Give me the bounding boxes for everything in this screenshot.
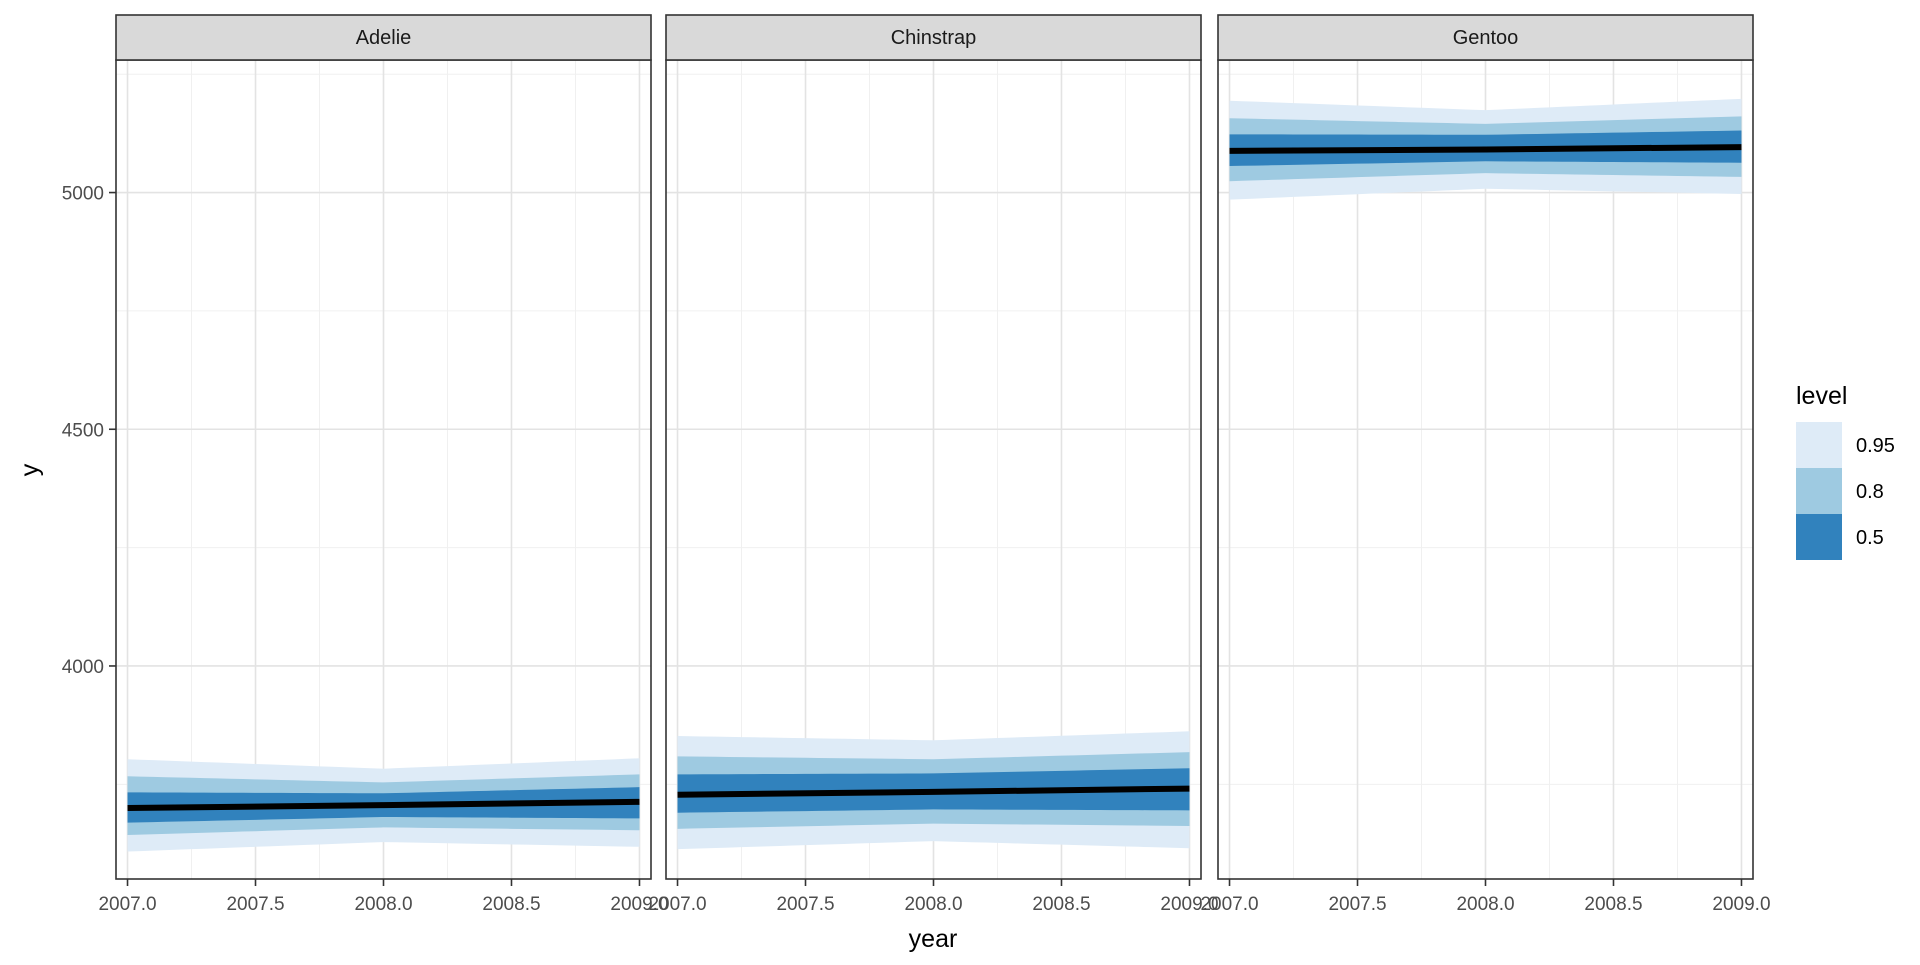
- x-tick-label: 2008.5: [1032, 894, 1090, 915]
- legend: level 0.95 0.8 0.5: [1796, 382, 1895, 560]
- legend-title: level: [1796, 382, 1847, 410]
- legend-key-05: [1796, 514, 1842, 560]
- legend-label: 0.5: [1856, 527, 1884, 549]
- center-line-gentoo: [1229, 144, 1742, 154]
- legend-label: 0.8: [1856, 481, 1884, 503]
- legend-key-095: [1796, 422, 1842, 468]
- x-tick-label: 2007.5: [776, 894, 834, 915]
- legend-key-08: [1796, 468, 1842, 514]
- x-tick-label: 2008.0: [354, 894, 412, 915]
- x-tick-label: 2008.5: [1584, 894, 1642, 915]
- panel-gentoo: Gentoo 2007.0 2007.5 2008.0 2008.5 2009.0: [1200, 14, 1771, 915]
- x-axis-title: year: [909, 925, 958, 953]
- x-tick-label: 2007.5: [226, 894, 284, 915]
- x-tick-label: 2009.0: [1712, 894, 1770, 915]
- center-line-chinstrap: [677, 785, 1190, 798]
- y-axis-title: y: [16, 463, 44, 476]
- facet-strip-label: Chinstrap: [891, 27, 977, 49]
- facet-strip: [115, 14, 652, 61]
- panel-chinstrap: Chinstrap 2007.0 2007.5 2008.0 2008.5 2009.0: [648, 14, 1219, 915]
- facet-strip-label: Gentoo: [1453, 27, 1519, 49]
- legend-label: 0.95: [1856, 435, 1895, 457]
- facet-strip: [1217, 14, 1754, 61]
- x-tick-label: 2008.5: [482, 894, 540, 915]
- facet-strip-label: Adelie: [356, 27, 412, 49]
- panel-adelie: Adelie 2007.0 2007.5 2008.0 2008.5 2009.0: [98, 14, 669, 915]
- x-tick-label: 2009.0: [610, 894, 668, 915]
- x-tick-label: 2008.0: [904, 894, 962, 915]
- x-tick-label: 2007.0: [648, 894, 706, 915]
- x-tick-label: 2008.0: [1456, 894, 1514, 915]
- y-tick-label: 5000: [62, 184, 104, 205]
- center-line-adelie: [127, 798, 640, 811]
- y-tick-label: 4500: [62, 420, 104, 441]
- facet-strip: [665, 14, 1202, 61]
- x-tick-label: 2007.5: [1328, 894, 1386, 915]
- x-tick-label: 2007.0: [98, 894, 156, 915]
- y-tick-label: 4000: [62, 657, 104, 678]
- x-tick-label: 2007.0: [1200, 894, 1258, 915]
- x-tick-label: 2009.0: [1160, 894, 1218, 915]
